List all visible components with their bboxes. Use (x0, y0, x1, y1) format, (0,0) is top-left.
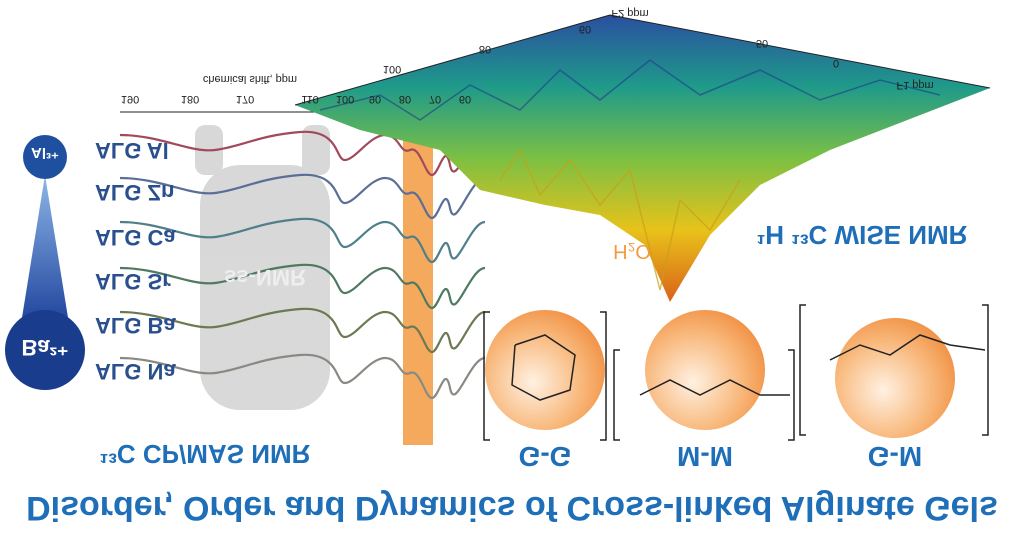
ion-gradient (20, 175, 70, 330)
tick-label: 80 (479, 43, 491, 55)
wise-surface (294, 14, 991, 302)
tick-label: 70 (429, 93, 441, 105)
tick-label: 190 (121, 93, 139, 105)
tick-label: 60 (579, 23, 591, 35)
tick-label: 110 (301, 93, 319, 105)
structures (483, 304, 989, 441)
sample-label: ALG Al (95, 138, 169, 163)
ion-circle (5, 310, 85, 390)
sample-label: ALG Ba (95, 313, 176, 338)
rotor (195, 125, 330, 410)
ion-label: Ba²⁺ (21, 335, 68, 360)
tick-label: 100 (336, 93, 354, 105)
spectra (119, 130, 486, 400)
tick-label: 80 (399, 93, 411, 105)
axis-label: F2 ppm (611, 7, 648, 19)
sample-label: ALG Sr (95, 269, 171, 294)
tick-label: 100 (383, 63, 401, 75)
block-label: G-G (519, 441, 572, 472)
cpmas-title: ¹³C CP/MAS NMR (100, 439, 311, 469)
rotor-label: ss-NMR (224, 265, 306, 290)
tick-label: 180 (181, 93, 199, 105)
tick-label: 60 (459, 93, 471, 105)
sample-label: ALG Zn (95, 180, 174, 205)
tick-label: 50 (756, 37, 768, 49)
sample-label: ALG Na (95, 359, 176, 384)
ion-label: Al³⁺ (31, 144, 59, 161)
tick-label: 0 (833, 57, 839, 69)
wise-title: ¹H ¹³C WISE NMR (757, 220, 968, 250)
title: Disorder, Order and Dynamics of Cross-li… (26, 489, 998, 527)
ion-circle (23, 135, 67, 179)
tick-label: 170 (236, 93, 254, 105)
water-label: H₂O (613, 240, 651, 262)
axis-label: F1 ppm (896, 79, 933, 91)
block-label: M-M (677, 441, 733, 472)
axis-label: chemical shift, ppm (203, 73, 297, 85)
block-label: G-M (868, 441, 922, 472)
sample-label: ALG Ca (95, 225, 176, 250)
tick-label: 90 (369, 93, 381, 105)
